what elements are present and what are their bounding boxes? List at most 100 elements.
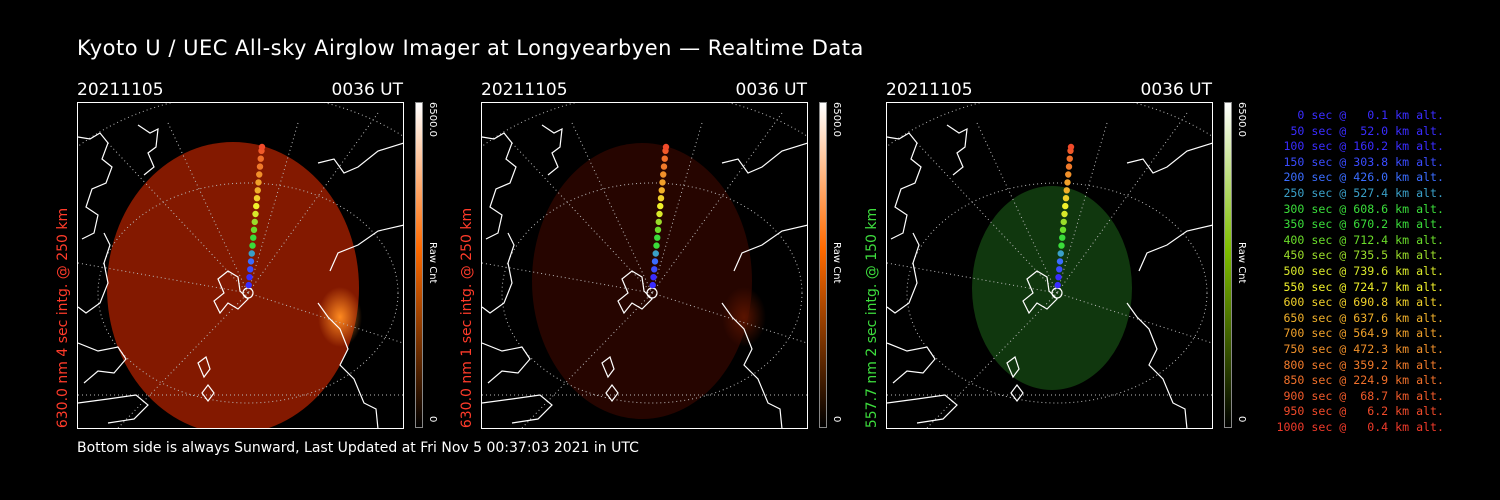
trajectory-point <box>255 179 262 186</box>
latlon-grid <box>78 103 403 428</box>
legend-row: 950 sec @ 6.2 km alt. <box>1283 404 1444 419</box>
trajectory-point <box>651 266 658 273</box>
trajectory-point <box>1062 202 1069 210</box>
image-panel-557nm-2sec: 20211105 0036 UT 557.7 nm 2 sec intg. @ … <box>864 80 1256 430</box>
color-bar <box>1224 102 1232 428</box>
trajectory-point <box>655 218 662 226</box>
trajectory-point <box>659 179 666 186</box>
trajectory-point <box>258 143 266 151</box>
panel-wavelength-label: 557.7 nm 2 sec intg. @ 150 km <box>864 207 880 429</box>
trajectory-point <box>248 250 255 257</box>
rocket-trajectory <box>242 143 266 299</box>
trajectory-point <box>661 155 668 162</box>
trajectory-point <box>649 281 656 289</box>
legend-row: 700 sec @ 564.9 km alt. <box>1283 326 1444 341</box>
legend-row: 350 sec @ 670.2 km alt. <box>1283 217 1444 232</box>
trajectory-point <box>651 258 659 265</box>
panel-date: 20211105 <box>481 80 568 100</box>
allsky-image <box>77 102 404 429</box>
color-bar-min: 0 <box>1236 416 1247 423</box>
trajectory-point <box>654 226 662 234</box>
legend-row: 600 sec @ 690.8 km alt. <box>1283 295 1444 310</box>
panel-date: 20211105 <box>886 80 973 100</box>
legend-row: 550 sec @ 724.7 km alt. <box>1283 279 1444 294</box>
trajectory-point <box>660 163 668 170</box>
trajectory-point <box>1065 163 1073 170</box>
legend-row: 200 sec @ 426.0 km alt. <box>1283 170 1444 185</box>
legend-row: 400 sec @ 712.4 km alt. <box>1283 232 1444 247</box>
trajectory-point <box>1056 266 1063 273</box>
trajectory-point <box>657 194 665 202</box>
trajectory-point <box>1060 218 1067 226</box>
trajectory-point <box>660 171 667 178</box>
legend-row: 250 sec @ 527.4 km alt. <box>1283 185 1444 200</box>
trajectory-point <box>1054 281 1061 289</box>
allsky-image <box>481 102 808 429</box>
trajectory-point <box>1059 234 1066 241</box>
trajectory-point <box>657 202 664 210</box>
color-bar-min: 0 <box>427 416 438 423</box>
legend-row: 150 sec @ 303.8 km alt. <box>1283 154 1444 169</box>
trajectory-point <box>250 234 257 241</box>
latlon-grid <box>482 103 807 428</box>
trajectory-point <box>253 194 261 202</box>
coastline <box>78 124 403 428</box>
trajectory-point <box>650 273 657 281</box>
legend-row: 500 sec @ 739.6 km alt. <box>1283 263 1444 278</box>
trajectory-point <box>257 155 264 162</box>
trajectory-point <box>1056 258 1064 265</box>
legend-row: 450 sec @ 735.5 km alt. <box>1283 248 1444 263</box>
airglow-region <box>107 142 359 428</box>
allsky-map <box>887 103 1212 428</box>
color-bar-max: 6500.0 <box>831 102 842 137</box>
color-bar-unit: Raw Cnt <box>1236 242 1247 284</box>
trajectory-point <box>252 210 259 218</box>
color-bar-unit: Raw Cnt <box>831 242 842 284</box>
trajectory-point <box>1057 250 1064 257</box>
trajectory-point <box>1064 179 1071 186</box>
trajectory-point <box>652 250 659 257</box>
legend-row: 50 sec @ 52.0 km alt. <box>1290 123 1444 138</box>
trajectory-point <box>249 242 256 249</box>
footer-note: Bottom side is always Sunward, Last Upda… <box>77 440 639 456</box>
color-bar-max: 6500.0 <box>1236 102 1247 137</box>
trajectory-point <box>654 234 661 241</box>
panel-time: 0036 UT <box>331 80 404 100</box>
trajectory-point <box>245 281 252 289</box>
trajectory-point <box>1058 242 1065 249</box>
legend-row: 750 sec @ 472.3 km alt. <box>1283 341 1444 356</box>
trajectory-point <box>253 202 260 210</box>
allsky-image <box>886 102 1213 429</box>
rocket-trajectory <box>646 143 670 299</box>
legend-row: 1000 sec @ 0.4 km alt. <box>1276 419 1444 434</box>
allsky-map <box>482 103 807 428</box>
panel-wavelength-label: 630.0 nm 4 sec intg. @ 250 km <box>55 207 71 429</box>
trajectory-point <box>658 187 665 194</box>
trajectory-point <box>251 218 258 226</box>
trajectory-point <box>256 163 264 170</box>
color-bar-min: 0 <box>831 416 842 423</box>
page-title: Kyoto U / UEC All-sky Airglow Imager at … <box>77 36 864 60</box>
trajectory-point <box>656 210 663 218</box>
airglow-region <box>972 186 1132 390</box>
trajectory-point <box>1062 194 1070 202</box>
legend-row: 900 sec @ 68.7 km alt. <box>1283 388 1444 403</box>
image-panel-630nm-4sec: 20211105 0036 UT 630.0 nm 4 sec intg. @ … <box>55 80 447 430</box>
legend-row: 100 sec @ 160.2 km alt. <box>1283 139 1444 154</box>
panel-time: 0036 UT <box>1140 80 1213 100</box>
color-bar-max: 6500.0 <box>427 102 438 137</box>
trajectory-point <box>1065 171 1072 178</box>
coastline <box>482 124 807 428</box>
legend-row: 300 sec @ 608.6 km alt. <box>1283 201 1444 216</box>
trajectory-point <box>256 171 263 178</box>
trajectory-point <box>662 143 670 151</box>
allsky-map <box>78 103 403 428</box>
trajectory-point <box>1063 187 1070 194</box>
trajectory-legend: 0 sec @ 0.1 km alt. 50 sec @ 52.0 km alt.… <box>1258 108 1444 435</box>
trajectory-point <box>1066 155 1073 162</box>
trajectory-point <box>247 258 255 265</box>
aurora-spot <box>722 287 766 347</box>
color-bar <box>819 102 827 428</box>
legend-row: 850 sec @ 224.9 km alt. <box>1283 373 1444 388</box>
legend-row: 0 sec @ 0.1 km alt. <box>1297 108 1444 122</box>
